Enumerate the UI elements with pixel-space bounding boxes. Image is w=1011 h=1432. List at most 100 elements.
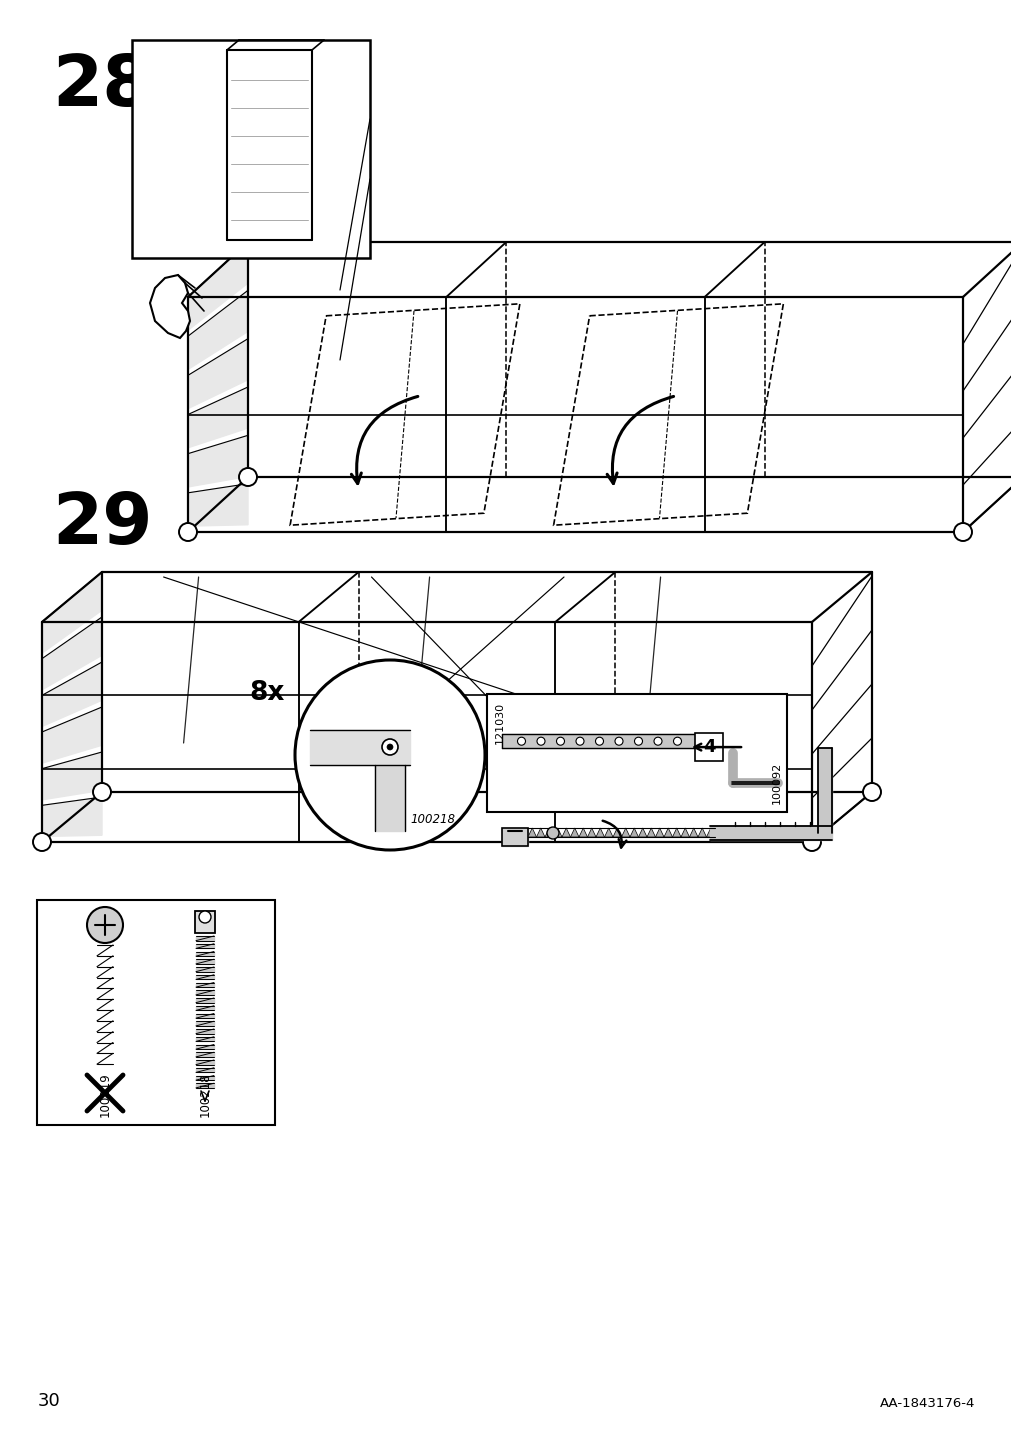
Polygon shape (561, 828, 570, 836)
Circle shape (673, 737, 680, 745)
Polygon shape (196, 959, 213, 964)
Polygon shape (42, 707, 102, 763)
Circle shape (634, 737, 642, 745)
Polygon shape (196, 1060, 213, 1064)
Circle shape (33, 833, 51, 851)
Polygon shape (188, 387, 248, 448)
Polygon shape (196, 1037, 213, 1041)
Text: AA-1843176-4: AA-1843176-4 (879, 1398, 974, 1411)
Polygon shape (196, 937, 213, 941)
Circle shape (179, 523, 197, 541)
Circle shape (381, 739, 397, 755)
Polygon shape (655, 828, 663, 836)
Polygon shape (595, 828, 604, 836)
Polygon shape (587, 828, 595, 836)
Circle shape (575, 737, 583, 745)
Polygon shape (196, 1075, 213, 1080)
Polygon shape (528, 828, 536, 836)
Bar (195, 911, 214, 934)
Polygon shape (375, 765, 404, 831)
Polygon shape (663, 828, 672, 836)
Polygon shape (196, 951, 213, 957)
Polygon shape (196, 1053, 213, 1057)
Polygon shape (188, 291, 248, 369)
Circle shape (386, 745, 392, 750)
Polygon shape (570, 828, 578, 836)
Polygon shape (706, 828, 715, 836)
Polygon shape (630, 828, 638, 836)
Polygon shape (817, 748, 831, 833)
Polygon shape (150, 275, 190, 338)
Circle shape (87, 906, 123, 944)
Polygon shape (715, 828, 726, 836)
Polygon shape (196, 1083, 213, 1088)
Polygon shape (196, 1005, 213, 1011)
Circle shape (537, 737, 545, 745)
Polygon shape (196, 1044, 213, 1050)
Polygon shape (613, 828, 621, 836)
Polygon shape (710, 826, 831, 841)
Polygon shape (42, 617, 102, 690)
Text: 100218: 100218 (198, 1073, 211, 1117)
Bar (695, 733, 722, 760)
Circle shape (615, 737, 623, 745)
Text: 8x: 8x (250, 680, 285, 706)
Text: 30: 30 (38, 1392, 61, 1411)
Circle shape (517, 737, 525, 745)
Polygon shape (309, 730, 409, 765)
Polygon shape (638, 828, 646, 836)
Text: 121030: 121030 (494, 702, 504, 745)
Polygon shape (672, 828, 680, 836)
Polygon shape (42, 752, 102, 800)
Polygon shape (501, 828, 528, 846)
Text: 28: 28 (52, 52, 153, 120)
Polygon shape (604, 828, 613, 836)
Polygon shape (698, 828, 706, 836)
Polygon shape (196, 998, 213, 1002)
Circle shape (199, 911, 210, 924)
Circle shape (802, 833, 820, 851)
Polygon shape (196, 1021, 213, 1025)
Polygon shape (545, 828, 553, 836)
Circle shape (862, 783, 881, 800)
Polygon shape (196, 944, 213, 948)
Polygon shape (196, 1068, 213, 1073)
Polygon shape (188, 338, 248, 408)
Circle shape (239, 468, 257, 485)
Polygon shape (621, 828, 630, 836)
Polygon shape (188, 242, 248, 331)
Polygon shape (196, 1014, 213, 1018)
Polygon shape (688, 828, 698, 836)
Polygon shape (578, 828, 587, 836)
Text: 100219: 100219 (98, 1073, 111, 1117)
Text: 100218: 100218 (409, 813, 455, 826)
Circle shape (653, 737, 661, 745)
Polygon shape (196, 967, 213, 972)
Circle shape (594, 737, 603, 745)
Polygon shape (42, 571, 102, 653)
Polygon shape (196, 982, 213, 987)
Text: 100092: 100092 (771, 762, 782, 803)
Circle shape (556, 737, 564, 745)
Polygon shape (680, 828, 688, 836)
Polygon shape (646, 828, 655, 836)
Polygon shape (42, 798, 102, 836)
Polygon shape (196, 975, 213, 979)
Text: 29: 29 (52, 490, 153, 558)
Polygon shape (501, 735, 697, 748)
Polygon shape (196, 991, 213, 995)
Polygon shape (188, 435, 248, 487)
Polygon shape (553, 828, 561, 836)
Bar (501, 828, 528, 846)
Polygon shape (42, 662, 102, 726)
Polygon shape (188, 484, 248, 526)
Polygon shape (196, 1030, 213, 1034)
Bar (37, 899, 275, 1126)
Bar (486, 695, 787, 812)
Polygon shape (536, 828, 545, 836)
Circle shape (547, 828, 558, 839)
Circle shape (295, 660, 484, 851)
Circle shape (953, 523, 971, 541)
Bar (131, 40, 370, 258)
Text: 4: 4 (702, 737, 715, 756)
